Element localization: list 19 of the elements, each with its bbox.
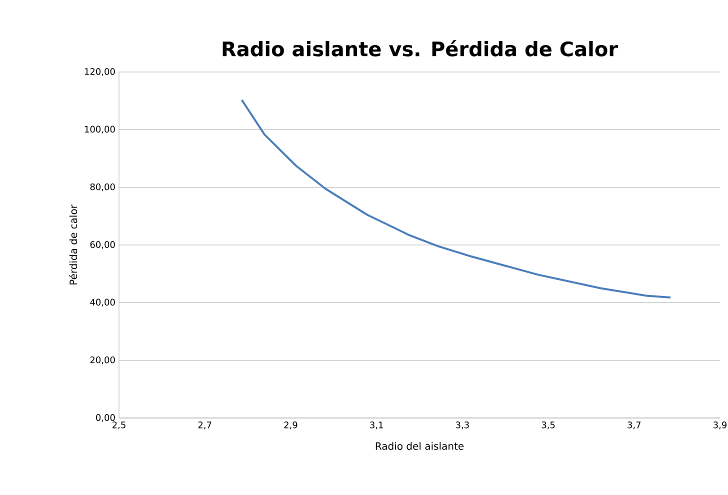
x-tick-label: 3,3 bbox=[456, 422, 469, 430]
y-tick-label: 80,00 bbox=[90, 183, 115, 192]
line-series bbox=[240, 98, 672, 298]
y-tick-label: 120,00 bbox=[84, 68, 115, 76]
x-tick-label: 3,1 bbox=[370, 422, 383, 430]
y-tick-label: 20,00 bbox=[90, 356, 115, 364]
x-tick-label: 3,7 bbox=[628, 422, 641, 430]
x-tick-label: 3,5 bbox=[542, 422, 555, 430]
chart-title: Radio aislante vs. Pérdida de Calor bbox=[222, 40, 618, 56]
y-tick-label: 0,00 bbox=[96, 414, 115, 422]
y-tick-label: 60,00 bbox=[90, 241, 115, 249]
y-tick-label: 100,00 bbox=[84, 126, 115, 134]
x-tick-label: 3,9 bbox=[714, 422, 727, 430]
x-tick-label: 2,9 bbox=[284, 422, 298, 430]
y-axis-title: Pérdida de calor bbox=[68, 204, 78, 284]
x-tick-label: 2,5 bbox=[112, 422, 126, 430]
x-axis-title: Radio del aislante bbox=[376, 442, 464, 450]
y-tick-label: 40,00 bbox=[90, 298, 115, 307]
x-tick-label: 2,7 bbox=[198, 422, 212, 430]
